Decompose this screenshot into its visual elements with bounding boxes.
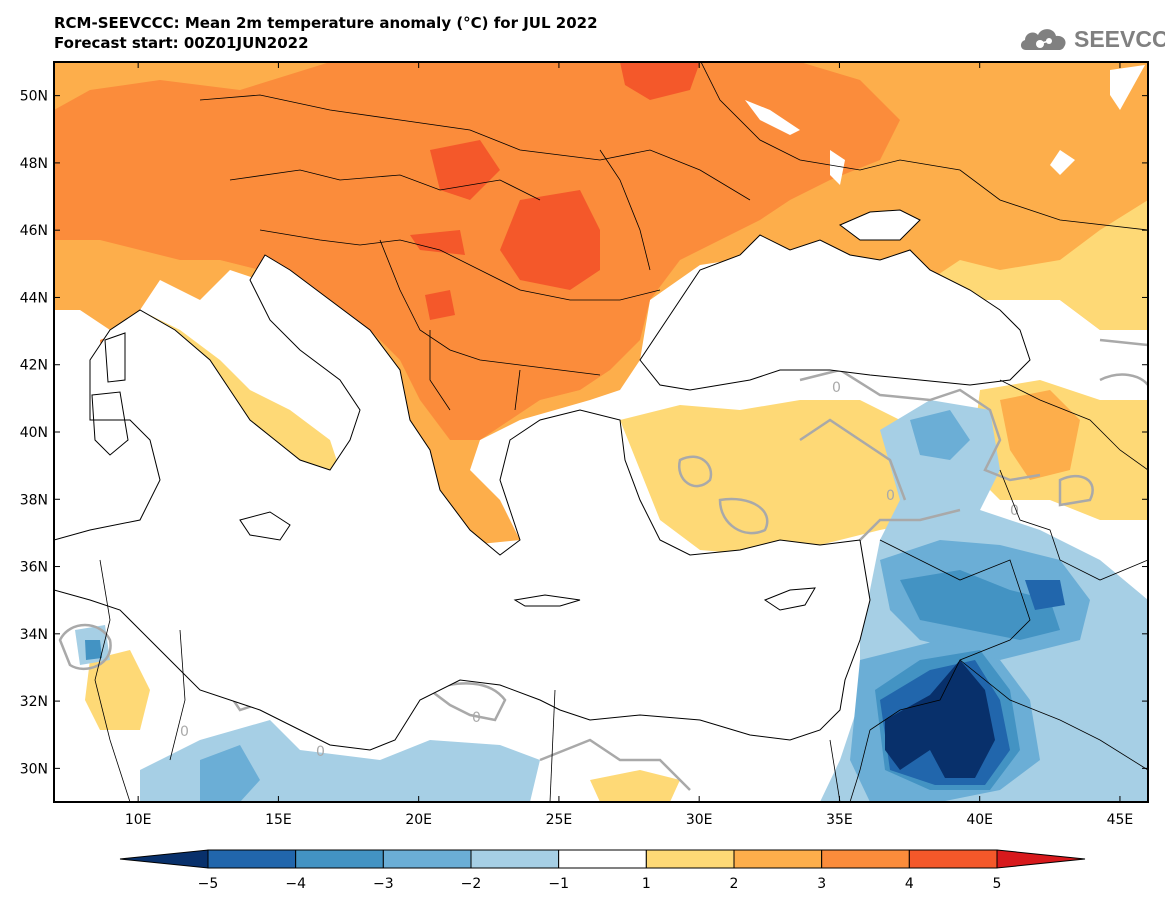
svg-text:0: 0 [316, 744, 325, 760]
colorbar-cell [382, 849, 472, 869]
latitude-axis: 50N 48N 46N 44N 42N 40N 38N 36N 34N 32N 30N [20, 89, 1148, 777]
anomaly-region-minus3-tunisia [85, 640, 102, 660]
lat-tick-label: 32N [20, 694, 48, 710]
anomaly-region-plus1-libya [85, 650, 150, 730]
anomaly-region-plus4-serbia [425, 290, 455, 320]
lat-tick-label: 46N [20, 223, 48, 239]
colorbar-cell [645, 849, 735, 869]
anomaly-region-plus1-anatolia [620, 400, 950, 555]
anomaly-region-minus5-jordan [885, 660, 995, 778]
contour-labels: 0 0 0 0 0 0 [180, 380, 1019, 760]
svg-text:0: 0 [832, 380, 841, 396]
seevccc-logo: SEEVCCC [1018, 22, 1165, 56]
colorbar-arrow-high [996, 849, 1086, 869]
colorbar-label: 4 [905, 876, 914, 892]
colorbar-cell [295, 849, 384, 869]
svg-text:0: 0 [886, 488, 895, 504]
logo-text: SEEVCCC [1074, 25, 1165, 52]
colorbar-arrow-low [119, 849, 209, 869]
cloud-icon [1020, 29, 1066, 50]
lat-tick-label: 36N [20, 560, 48, 576]
coastlines [54, 209, 1031, 751]
map-title: RCM-SEEVCCC: Mean 2m temperature anomaly… [54, 14, 598, 32]
lon-tick-label: 30E [686, 812, 713, 828]
lat-tick-label: 44N [20, 290, 48, 306]
colorbar-cell [821, 849, 910, 869]
lon-tick-label: 10E [125, 812, 152, 828]
colorbar-label: −3 [373, 876, 394, 892]
colorbar-label: −1 [548, 876, 569, 892]
lat-tick-label: 48N [20, 156, 48, 172]
anomaly-region-plus4-ukraine [620, 62, 700, 100]
country-borders [94, 62, 1148, 802]
lat-tick-label: 40N [20, 425, 48, 441]
lon-tick-label: 35E [826, 812, 853, 828]
lon-tick-label: 20E [405, 812, 432, 828]
anomaly-region-minus4-iraq [1025, 580, 1065, 610]
lon-tick-label: 15E [265, 812, 292, 828]
map-plot-area: 0 0 0 0 0 0 [54, 62, 1148, 802]
colorbar-cell [558, 849, 647, 869]
lon-tick-label: 40E [966, 812, 993, 828]
lat-tick-label: 38N [20, 492, 48, 508]
colorbar-label: −2 [461, 876, 482, 892]
colorbar-label: −4 [285, 876, 306, 892]
lat-tick-label: 50N [20, 89, 48, 105]
longitude-axis: 10E 15E 20E 25E 30E 35E 40E 45E [125, 62, 1133, 828]
anomaly-region-minus3-syria [900, 570, 1060, 640]
colorbar-label: 2 [730, 876, 739, 892]
colorbar-label: 3 [817, 876, 826, 892]
svg-text:0: 0 [472, 710, 481, 726]
lat-tick-label: 42N [20, 358, 48, 374]
lat-tick-label: 34N [20, 627, 48, 643]
lat-tick-label: 30N [20, 761, 48, 777]
forecast-start-subtitle: Forecast start: 00Z01JUN2022 [54, 34, 309, 52]
colorbar-cell [733, 849, 823, 869]
anomaly-region-plus4-romania [500, 190, 600, 290]
anomaly-region-plus3-east [1000, 390, 1080, 480]
lon-tick-label: 45E [1107, 812, 1134, 828]
anomaly-region-plus1-egypt [590, 770, 680, 802]
svg-text:0: 0 [180, 724, 189, 740]
colorbar-label: −5 [198, 876, 219, 892]
colorbar-cell [908, 849, 998, 869]
colorbar-label: 1 [642, 876, 651, 892]
anomaly-region-minus2-turkey [910, 410, 970, 460]
lon-tick-label: 25E [546, 812, 573, 828]
anomaly-region-plus4-croatia [410, 230, 465, 255]
colorbar-label: 5 [993, 876, 1002, 892]
svg-text:0: 0 [1010, 503, 1019, 519]
colorbar-cell [207, 849, 297, 869]
sea-areas [54, 65, 1145, 750]
colorbar-cell [470, 849, 560, 869]
anomaly-region-plus4-hungary [430, 140, 500, 200]
colorbar: −5 −4 −3 −2 −1 1 2 3 4 5 [119, 849, 1086, 892]
anomaly-region-plus3 [54, 62, 900, 440]
anomaly-region-minus2-libya [200, 745, 260, 802]
